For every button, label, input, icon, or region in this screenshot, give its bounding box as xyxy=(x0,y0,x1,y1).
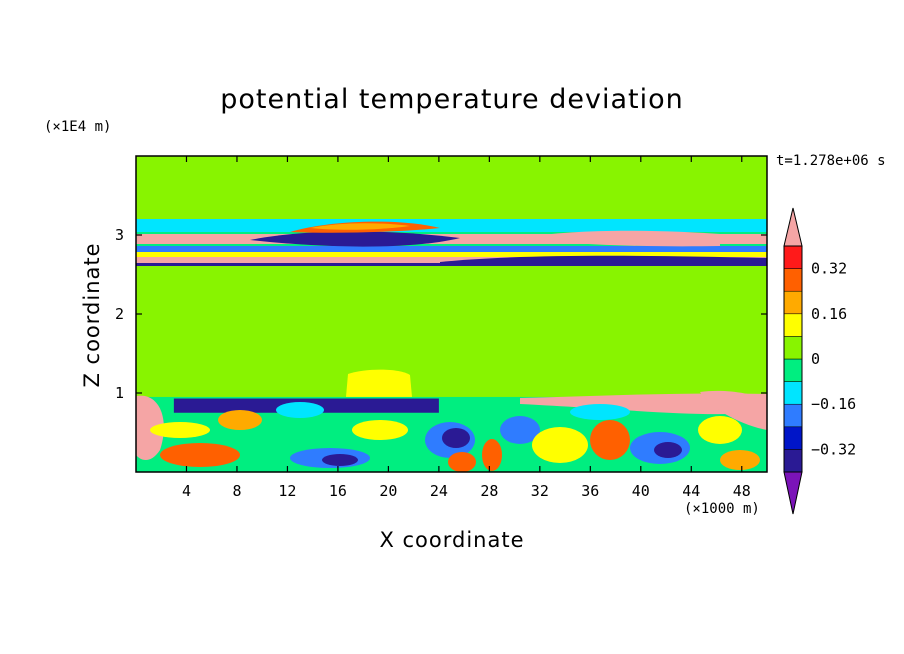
pink-edge-right-2 xyxy=(700,390,767,430)
eddy-7 xyxy=(442,428,470,448)
x-tick-label: 36 xyxy=(581,482,599,500)
eddy-4 xyxy=(322,454,358,466)
y-tick-label: 1 xyxy=(115,384,124,402)
colorbar-segment xyxy=(783,426,803,450)
colorbar-label: −0.32 xyxy=(811,440,856,458)
x-tick-label: 28 xyxy=(480,482,498,500)
x-tick-label: 40 xyxy=(632,482,650,500)
x-axis-title: X coordinate xyxy=(0,528,904,552)
eddy-17 xyxy=(276,402,324,418)
colorbar-segment xyxy=(783,403,803,428)
y-tick-label: 3 xyxy=(115,226,124,244)
colorbar-segment xyxy=(783,449,803,473)
chart-title: potential temperature deviation xyxy=(220,84,684,115)
colorbar-label: 0 xyxy=(811,350,820,368)
eddy-0 xyxy=(160,443,240,467)
x-tick-label: 12 xyxy=(278,482,296,500)
middle-cool-plume xyxy=(290,275,600,388)
layer-band-4 xyxy=(136,252,767,257)
colorbar-label: 0.32 xyxy=(811,260,847,278)
x-tick-label: 48 xyxy=(733,482,751,500)
x-tick-label: 8 xyxy=(232,482,241,500)
colorbar-frame xyxy=(783,245,803,473)
eddy-12 xyxy=(590,420,630,460)
x-tick-label: 16 xyxy=(329,482,347,500)
colorbar-label: 0.16 xyxy=(811,305,847,323)
colorbar-label: −0.16 xyxy=(811,395,856,413)
eddy-14 xyxy=(654,442,682,458)
x-tick-label: 24 xyxy=(430,482,448,500)
colorbar-bottom-arrow xyxy=(783,471,803,515)
colorbar-segment xyxy=(783,336,803,360)
x-axis-title-text: X coordinate xyxy=(379,528,525,552)
colorbar-segment xyxy=(783,268,803,292)
pink-lens xyxy=(520,230,720,247)
dark-lens xyxy=(250,231,460,247)
colorbar-segment xyxy=(783,358,803,382)
eddy-1 xyxy=(150,422,210,438)
colorbar-segment xyxy=(783,245,803,269)
eddy-15 xyxy=(698,416,742,444)
eddy-8 xyxy=(448,452,476,472)
middle-cool-blob xyxy=(166,311,300,375)
pink-edge-left xyxy=(136,395,164,460)
layer-band-5 xyxy=(136,257,767,263)
upper-region xyxy=(136,156,767,200)
colorbar-segment xyxy=(783,381,803,405)
x-tick-label: 32 xyxy=(531,482,549,500)
eddy-18 xyxy=(570,404,630,420)
warm-cap xyxy=(346,369,412,397)
colorbar-segment xyxy=(783,290,803,315)
contour-field xyxy=(136,156,767,472)
layer-band-6 xyxy=(136,263,767,266)
warm-lens-core xyxy=(310,223,410,230)
eddy-2 xyxy=(218,410,262,430)
eddy-11 xyxy=(532,427,588,463)
x-tick-label: 44 xyxy=(682,482,700,500)
colorbar: 0.32 0.16 0 −0.16 −0.32 xyxy=(783,207,856,515)
time-label: t=1.278e+06 s xyxy=(776,153,886,169)
colorbar-segment xyxy=(783,313,803,337)
x-tick-label: 20 xyxy=(379,482,397,500)
layer-band-3 xyxy=(136,246,767,252)
x-axis-unit: (×1000 m) xyxy=(684,501,760,517)
dark-lens-2 xyxy=(440,255,767,264)
y-tick-label: 2 xyxy=(115,305,124,323)
x-tick-label: 4 xyxy=(182,482,191,500)
middle-cool-blob-2 xyxy=(559,344,720,387)
eddy-9 xyxy=(482,439,502,471)
y-axis-unit: (×1E4 m) xyxy=(44,119,112,135)
colorbar-top-arrow xyxy=(783,207,803,247)
upper-cool-blob xyxy=(160,186,318,222)
layer-band-0 xyxy=(136,219,767,232)
eddy-10 xyxy=(500,416,540,444)
eddy-16 xyxy=(720,450,760,470)
eddy-5 xyxy=(352,420,408,440)
